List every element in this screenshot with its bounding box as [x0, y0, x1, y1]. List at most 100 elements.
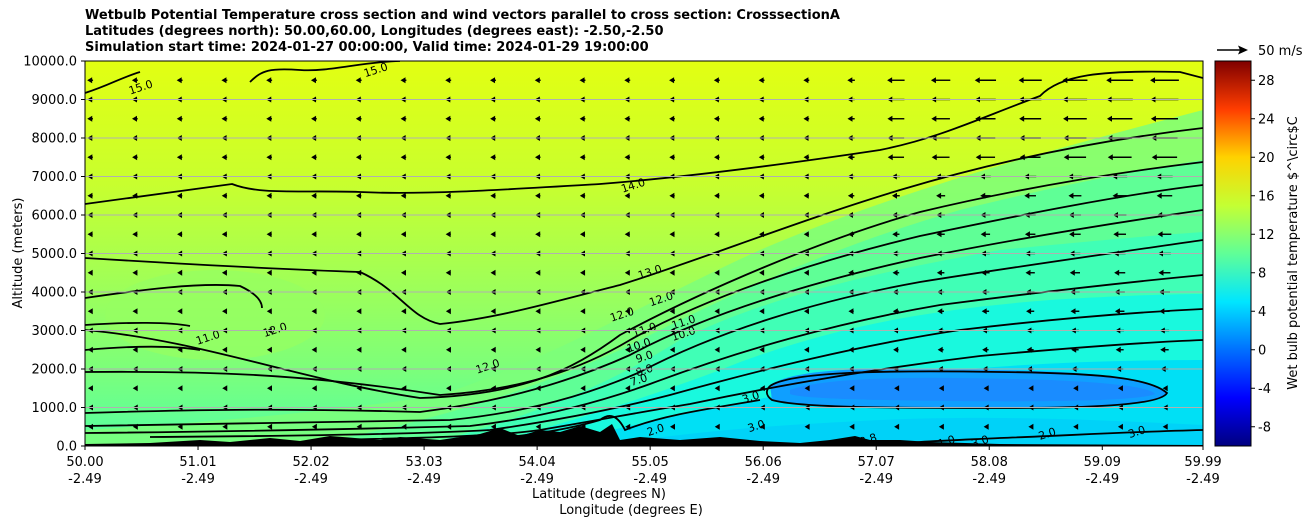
- wind-vector-head: [1026, 308, 1032, 315]
- wind-vector-head: [132, 423, 138, 430]
- wind-vector: [669, 385, 675, 392]
- wind-vector: [1117, 385, 1123, 392]
- wind-vector: [931, 115, 950, 122]
- wind-vector: [400, 154, 407, 161]
- colorbar-tick-label: 16: [1258, 189, 1275, 204]
- wind-vector: [1025, 269, 1035, 276]
- wind-vector-head: [1160, 346, 1166, 353]
- wind-vector: [1070, 308, 1080, 315]
- y-tick-label: 9000.0: [32, 93, 78, 108]
- wind-vector-head: [87, 308, 93, 315]
- wind-vector: [938, 423, 944, 430]
- wind-vector-head: [938, 385, 944, 392]
- wind-vector: [445, 115, 452, 122]
- wind-vector: [266, 269, 272, 276]
- wind-vector-head: [1063, 154, 1069, 161]
- wind-vector: [625, 346, 631, 353]
- wind-vector-head: [887, 154, 893, 161]
- wind-vector: [847, 154, 855, 161]
- wind-vector: [847, 77, 855, 84]
- contour-line: [85, 209, 1203, 414]
- wind-vector-head: [758, 154, 764, 161]
- wind-vector-head: [758, 77, 764, 84]
- y-tick-label: 4000.0: [32, 286, 78, 301]
- wind-vector-head: [759, 269, 765, 276]
- wind-vector-head: [87, 346, 93, 353]
- wind-vector-head: [759, 346, 765, 353]
- wind-vector: [849, 423, 855, 430]
- y-tick-label: 0.0: [56, 440, 77, 455]
- wind-vector: [580, 385, 586, 392]
- wind-vector: [1162, 385, 1168, 392]
- wind-vector-head: [625, 346, 631, 353]
- wind-vector: [981, 269, 990, 276]
- wind-vector: [177, 308, 183, 315]
- wind-vector-head: [221, 77, 227, 84]
- wind-vector: [980, 231, 991, 238]
- wind-vector: [400, 115, 407, 122]
- wind-vector-head: [490, 308, 496, 315]
- wind-vector: [87, 192, 93, 199]
- wind-vector: [356, 385, 362, 392]
- wind-vector-head: [894, 423, 900, 430]
- wind-vector: [937, 346, 944, 353]
- wind-vector-head: [356, 269, 362, 276]
- wind-vector-head: [356, 308, 362, 315]
- wind-vector: [580, 346, 586, 353]
- colorbar-tick-label: 4: [1258, 305, 1266, 320]
- wind-vector: [490, 308, 496, 315]
- wind-vector: [534, 154, 541, 161]
- wind-vector: [937, 308, 944, 315]
- wind-vector-head: [1019, 115, 1025, 122]
- wind-vector-head: [937, 308, 943, 315]
- chart-title: Wetbulb Potential Temperature cross sect…: [85, 8, 840, 56]
- wind-vector: [759, 231, 765, 238]
- colorbar-tick-label: 12: [1258, 228, 1275, 243]
- wind-vector-head: [931, 154, 937, 161]
- wind-vector-head: [87, 269, 93, 276]
- wind-vector-head: [400, 77, 406, 84]
- wind-vector-head: [1162, 385, 1168, 392]
- wind-vector: [445, 231, 451, 238]
- wind-vector: [669, 192, 675, 199]
- wind-vector-head: [714, 385, 720, 392]
- contour-label: 3.0: [1126, 423, 1147, 441]
- wind-vector: [176, 115, 183, 122]
- wind-vector-head: [177, 269, 183, 276]
- wind-vector-head: [401, 346, 407, 353]
- wind-vector-head: [579, 231, 585, 238]
- y-tick-label: 1000.0: [32, 401, 78, 416]
- wind-vector-head: [1113, 231, 1119, 238]
- wind-vector-head: [311, 423, 317, 430]
- wind-vector-head: [1162, 423, 1168, 430]
- wind-vector: [579, 154, 586, 161]
- wind-vector-head: [669, 115, 675, 122]
- wind-vector-head: [803, 77, 809, 84]
- wind-vector: [355, 77, 362, 84]
- x-tick-label-lat: 53.03: [405, 455, 442, 470]
- wind-vector: [758, 192, 765, 199]
- wind-vector: [1162, 423, 1168, 430]
- wind-vector-head: [221, 115, 227, 122]
- wind-vector: [714, 154, 720, 161]
- wind-vector: [714, 346, 720, 353]
- wind-vector: [446, 385, 452, 392]
- x-tick-label-lat: 57.07: [858, 455, 895, 470]
- x-tick-label-lat: 55.05: [632, 455, 669, 470]
- wind-vector-head: [87, 77, 93, 84]
- wind-vector: [222, 423, 228, 430]
- wind-vector: [887, 77, 905, 84]
- wind-vector: [445, 308, 451, 315]
- wind-vector-head: [445, 77, 451, 84]
- wind-vector: [311, 154, 317, 161]
- wind-vector-head: [669, 385, 675, 392]
- wind-vector-head: [669, 231, 675, 238]
- wind-vector-head: [1115, 346, 1121, 353]
- wind-vector-head: [535, 385, 541, 392]
- wind-vector: [1157, 231, 1172, 238]
- wind-vector: [669, 154, 675, 161]
- contour-line: [149, 308, 1203, 438]
- colorbar-tick-label: 8: [1258, 266, 1266, 281]
- contour-line: [765, 370, 1169, 409]
- wind-vector: [758, 115, 765, 122]
